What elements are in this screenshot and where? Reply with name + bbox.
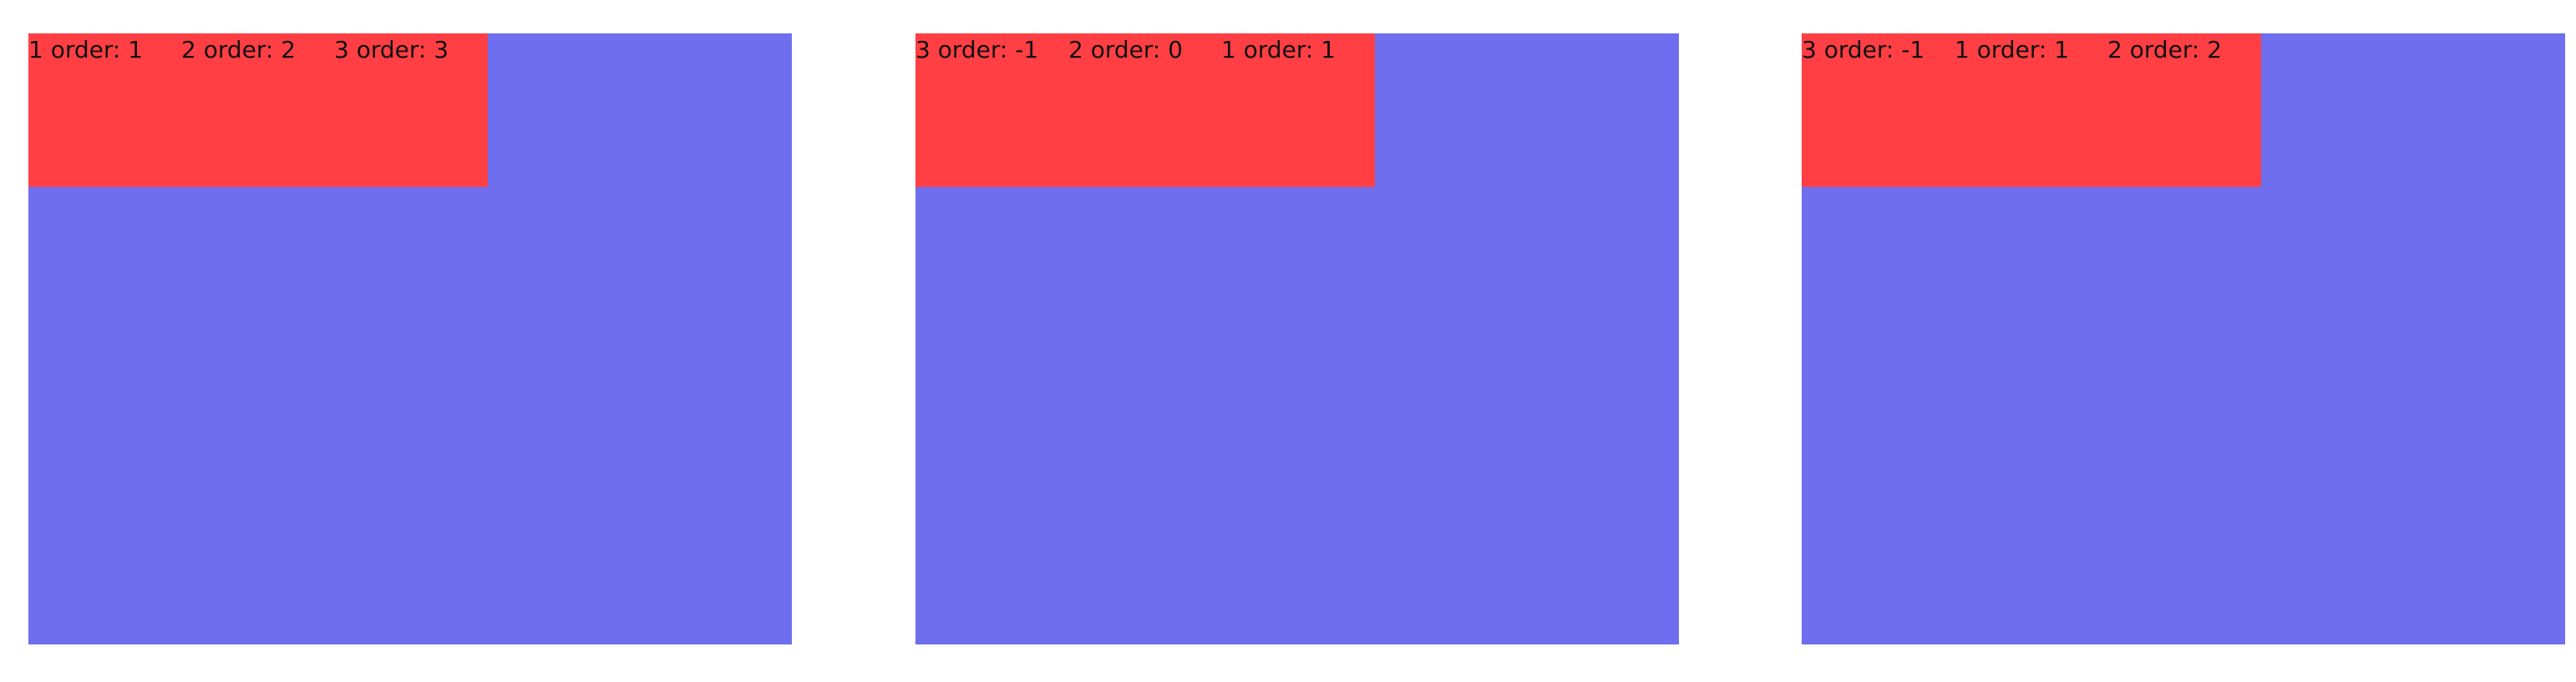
flex-container-2: 3 order: -1 2 order: 0 1 order: 1 [915,33,1679,644]
flex-item-2-3: 1 order: 1 [1221,33,1374,187]
flex-item-1-2: 2 order: 2 [181,33,334,187]
flex-item-1-1: 1 order: 1 [28,33,181,187]
flex-item-2-1: 3 order: -1 [915,33,1068,187]
flex-item-3-3: 2 order: 2 [2107,33,2260,187]
flex-items-row-2: 3 order: -1 2 order: 0 1 order: 1 [915,33,1375,187]
flex-item-3-2: 1 order: 1 [1955,33,2107,187]
flex-item-2-2: 2 order: 0 [1068,33,1221,187]
flex-container-1: 1 order: 1 2 order: 2 3 order: 3 [28,33,792,644]
flex-item-3-1: 3 order: -1 [1802,33,1955,187]
flex-container-3: 3 order: -1 1 order: 1 2 order: 2 [1802,33,2565,644]
flex-items-row-1: 1 order: 1 2 order: 2 3 order: 3 [28,33,488,187]
flex-items-row-3: 3 order: -1 1 order: 1 2 order: 2 [1802,33,2261,187]
flex-item-1-3: 3 order: 3 [334,33,487,187]
